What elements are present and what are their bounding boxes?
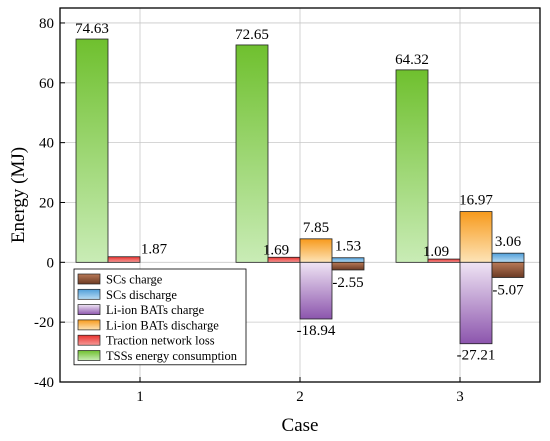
axis-ticks: -40 -20 0 20 40 60 80 1 2 3 [34, 16, 464, 405]
legend-swatch [77, 273, 101, 285]
data-label: 64.32 [395, 52, 429, 68]
y-tick-label: 0 [47, 255, 55, 271]
data-label: 74.63 [75, 21, 109, 37]
legend-label: SCs discharge [106, 288, 177, 302]
bar-scs-discharge-case-3 [491, 252, 525, 263]
bar-tsss-energy-consumption-case-3 [395, 69, 429, 263]
data-label: -5.07 [492, 282, 524, 298]
legend-swatch [77, 319, 101, 331]
data-label: 3.06 [495, 234, 522, 250]
legend-label: Li-ion BATs charge [106, 303, 205, 317]
y-tick-label: 20 [39, 195, 54, 211]
bar-tsss-energy-consumption-case-1 [75, 38, 109, 263]
legend-label: TSSs energy consumption [106, 349, 238, 363]
x-tick-label: 2 [296, 389, 304, 405]
data-label: 72.65 [235, 27, 269, 43]
y-axis-title: Energy (MJ) [8, 147, 29, 243]
legend-label: Li-ion BATs discharge [106, 318, 219, 332]
data-label: 1.09 [423, 244, 449, 260]
legend-label: Traction network loss [106, 334, 215, 348]
x-tick-label: 1 [136, 389, 144, 405]
bar-li-ion-bats-discharge-case-3 [459, 211, 493, 263]
y-tick-label: 40 [39, 136, 54, 152]
data-label: -2.55 [332, 275, 363, 291]
data-label: 1.87 [141, 242, 168, 258]
bar-li-ion-bats-charge-case-3 [459, 261, 493, 345]
bar-traction-network-loss-case-1 [107, 256, 141, 263]
y-tick-label: -20 [34, 315, 54, 331]
bar-li-ion-bats-charge-case-2 [299, 261, 333, 320]
x-tick-label: 3 [456, 389, 464, 405]
bar-li-ion-bats-discharge-case-2 [299, 238, 333, 263]
data-label: 16.97 [459, 193, 493, 209]
legend-swatch [77, 350, 101, 361]
legend-swatch [77, 288, 101, 300]
legend-label: SCs charge [106, 273, 163, 287]
y-tick-label: 60 [39, 76, 54, 92]
bar-scs-charge-case-2 [331, 261, 365, 271]
data-label: 1.53 [335, 239, 361, 255]
legend-swatch [77, 304, 101, 315]
bars [75, 38, 525, 345]
legend-box [73, 268, 247, 366]
bar-tsss-energy-consumption-case-2 [235, 44, 269, 263]
data-label: -27.21 [457, 348, 496, 364]
bar-scs-charge-case-3 [491, 261, 525, 278]
x-axis-title: Case [282, 415, 319, 436]
data-label: 1.69 [263, 242, 289, 258]
data-label: -18.94 [297, 323, 336, 339]
y-tick-label: -40 [34, 375, 54, 391]
legend-swatch [77, 334, 101, 346]
y-tick-label: 80 [39, 16, 54, 32]
data-labels: -2.55 -5.07 1.53 3.06 -18.94 -27.21 7.85 16.97 1… [75, 21, 524, 364]
data-label: 7.85 [303, 220, 329, 236]
bar-scs-discharge-case-2 [331, 257, 365, 263]
